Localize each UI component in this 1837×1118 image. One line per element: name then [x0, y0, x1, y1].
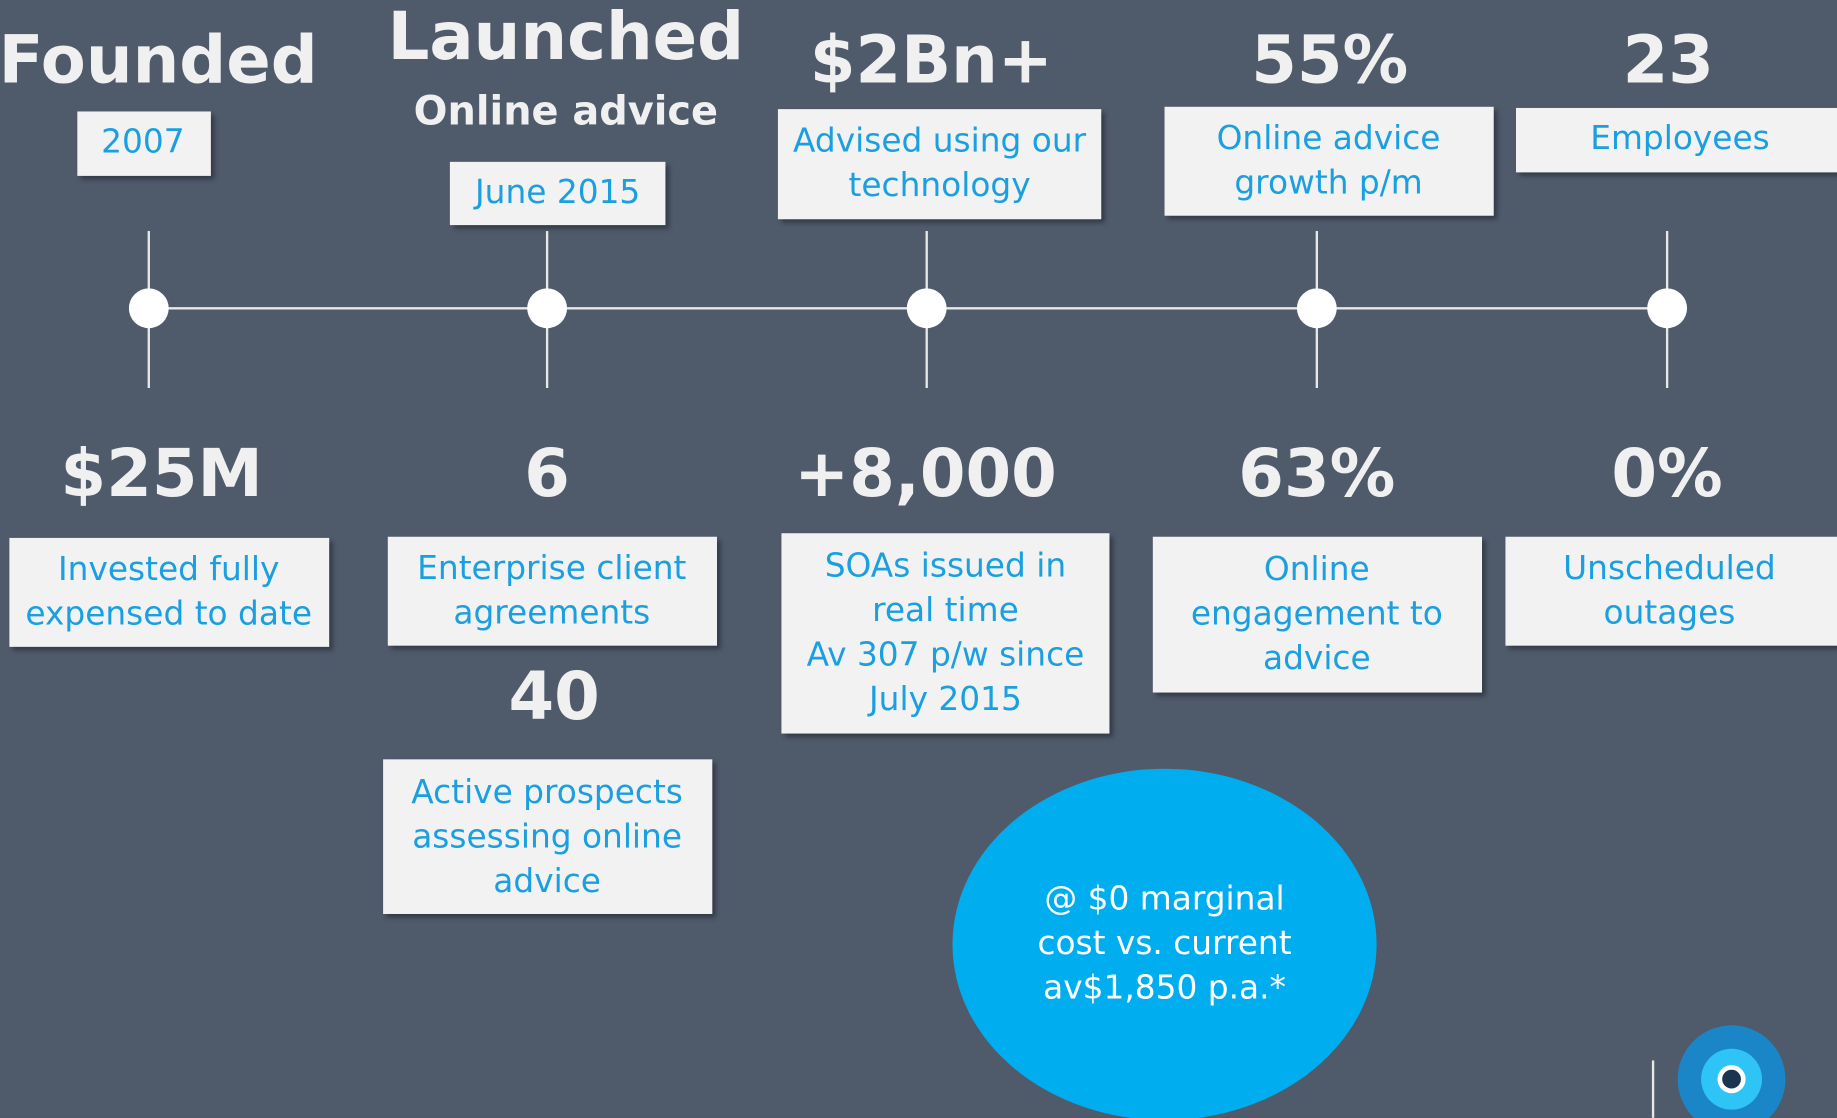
heading: 6	[524, 436, 570, 512]
box-text: July 2015	[867, 680, 1022, 718]
box-text: agreements	[453, 594, 650, 632]
box-text: Invested fully	[58, 550, 279, 588]
info-box	[1515, 107, 1837, 173]
heading: 23	[1623, 23, 1714, 99]
box-text: 2007	[101, 123, 184, 161]
subheading: Online advice	[414, 88, 718, 134]
info-box	[77, 111, 211, 176]
box-text: Online advice	[1217, 119, 1441, 157]
heading: 0%	[1611, 436, 1722, 512]
timeline-node	[1296, 288, 1337, 329]
info-box	[781, 533, 1110, 734]
box-text: Advised using our	[793, 121, 1087, 159]
heading: 55%	[1251, 23, 1408, 99]
box-text: June 2015	[473, 173, 640, 211]
box-text: Av 307 p/w since	[807, 636, 1085, 674]
timeline-node	[527, 288, 568, 329]
box-text: Enterprise client	[417, 549, 686, 587]
box-text: Employees	[1590, 119, 1770, 157]
timeline-node	[128, 288, 169, 329]
info-box	[449, 161, 666, 226]
box-text: advice	[493, 862, 601, 900]
heading: +8,000	[794, 436, 1056, 512]
info-box	[387, 536, 717, 646]
logo-core	[1717, 1065, 1746, 1094]
info-box	[9, 537, 330, 647]
heading: Launched	[388, 0, 744, 75]
box-text: advice	[1263, 639, 1371, 677]
callout-bubble	[952, 768, 1377, 1118]
heading: 63%	[1238, 436, 1395, 512]
heading: $2Bn+	[810, 23, 1053, 99]
heading: 40	[509, 659, 600, 735]
callout-text: cost vs. current	[1037, 924, 1291, 962]
box-text: growth p/m	[1234, 164, 1422, 202]
box-text: expensed to date	[25, 595, 312, 633]
heading: $25M	[61, 436, 263, 512]
heading: Founded	[0, 23, 318, 99]
box-text: technology	[849, 166, 1031, 204]
box-text: Active prospects	[411, 773, 683, 811]
box-text: engagement to	[1191, 595, 1443, 633]
timeline-node	[906, 288, 947, 329]
info-box	[1164, 106, 1494, 216]
box-text: Unscheduled	[1563, 549, 1776, 587]
callout-text: av$1,850 p.a.*	[1043, 968, 1286, 1006]
info-box	[383, 759, 713, 914]
info-box	[1152, 536, 1483, 693]
info-box	[1505, 536, 1837, 646]
info-box	[777, 109, 1102, 220]
box-text: real time	[872, 591, 1019, 629]
timeline-node	[1647, 288, 1688, 329]
box-text: outages	[1604, 594, 1736, 632]
box-text: assessing online	[412, 817, 682, 855]
box-text: Online	[1264, 550, 1370, 588]
callout-text: @ $0 marginal	[1044, 879, 1284, 917]
box-text: SOAs issued in	[825, 547, 1066, 585]
